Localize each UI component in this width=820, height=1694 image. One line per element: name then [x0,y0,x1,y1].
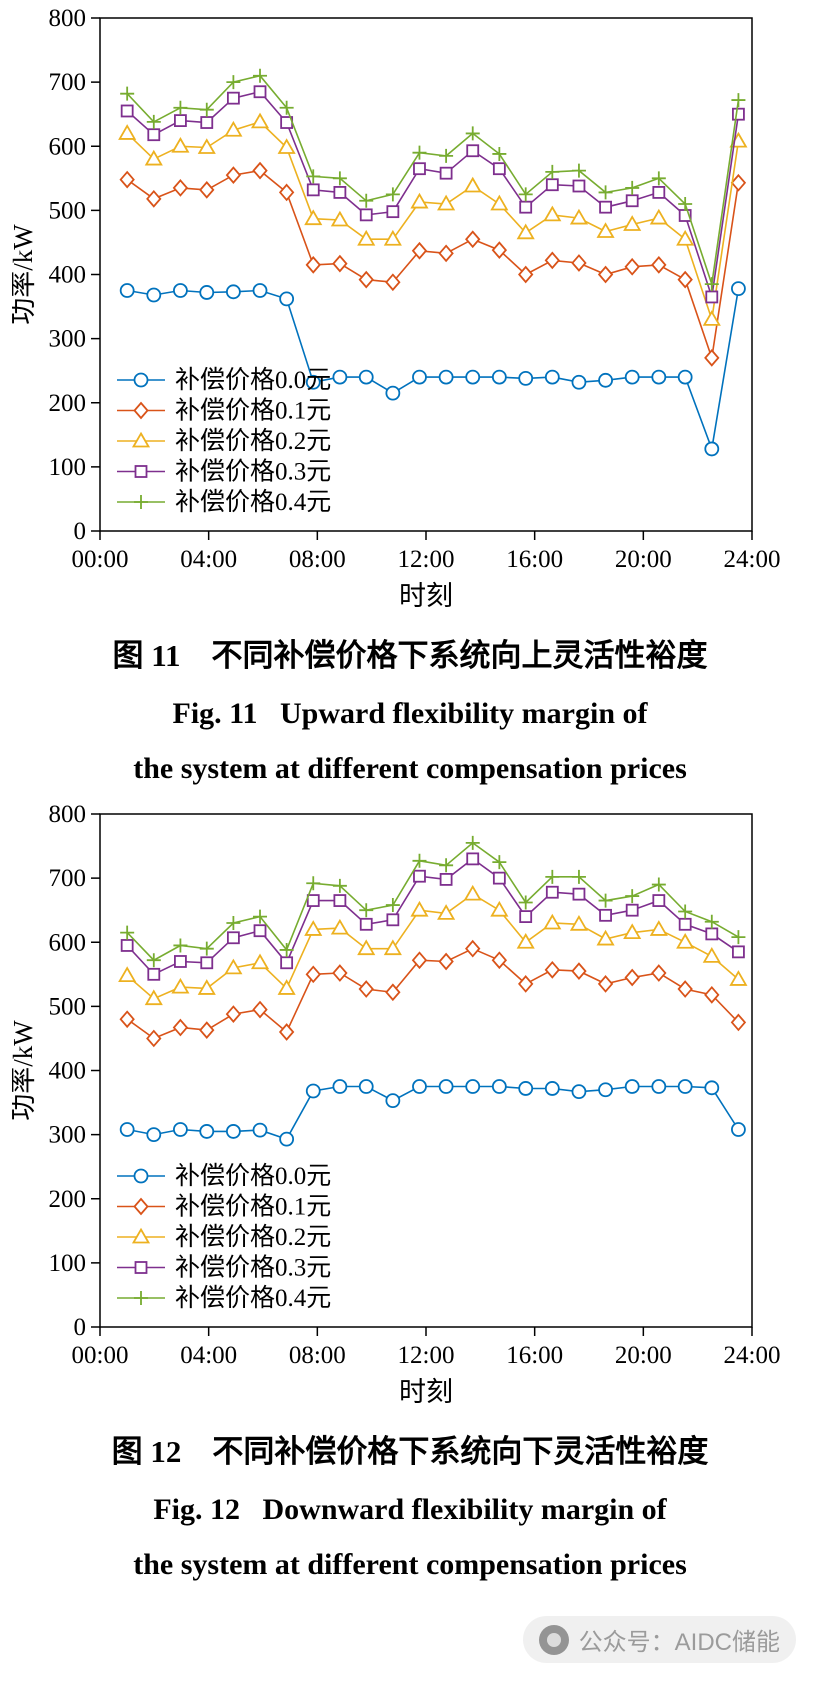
svg-text:00:00: 00:00 [72,1342,129,1369]
svg-text:补偿价格0.2元: 补偿价格0.2元 [175,1223,331,1251]
svg-text:补偿价格0.0元: 补偿价格0.0元 [175,366,331,394]
svg-text:600: 600 [49,929,87,956]
svg-text:12:00: 12:00 [398,1342,455,1369]
svg-text:0: 0 [74,1314,87,1341]
svg-text:500: 500 [49,993,87,1020]
svg-text:00:00: 00:00 [72,546,129,573]
svg-text:功率/kW: 功率/kW [12,1020,38,1121]
figure-12-caption-zh: 图 12 不同补偿价格下系统向下灵活性裕度 [111,1434,709,1469]
figure-11-caption-en-line2: the system at different compensation pri… [133,752,687,785]
svg-text:500: 500 [49,197,87,224]
svg-text:补偿价格0.1元: 补偿价格0.1元 [175,1193,331,1221]
svg-text:04:00: 04:00 [180,1342,237,1369]
watermark-text: 公众号：AIDC储能 [578,1629,780,1656]
svg-text:400: 400 [49,1058,87,1085]
svg-text:08:00: 08:00 [289,546,346,573]
svg-text:300: 300 [49,326,87,353]
svg-text:时刻: 时刻 [399,1377,453,1407]
svg-text:补偿价格0.1元: 补偿价格0.1元 [175,397,331,425]
svg-text:200: 200 [49,390,87,417]
figure-11-caption-en-line1: Fig. 11 Upward flexibility margin of [172,697,648,730]
svg-text:400: 400 [49,262,87,289]
svg-text:补偿价格0.3元: 补偿价格0.3元 [175,1254,331,1282]
svg-text:16:00: 16:00 [506,1342,563,1369]
svg-text:700: 700 [49,69,87,96]
svg-text:时刻: 时刻 [399,581,453,611]
svg-text:功率/kW: 功率/kW [12,224,38,325]
figure-11: 0 100 200 300 400 500 600 700 800 00:00 04:00 08:00… [0,4,820,796]
watermark: 公众号：AIDC储能 [522,1616,796,1663]
svg-text:补偿价格0.4元: 补偿价格0.4元 [175,1284,331,1312]
svg-text:0: 0 [74,518,87,545]
svg-text:800: 800 [49,801,87,828]
svg-text:补偿价格0.0元: 补偿价格0.0元 [175,1162,331,1190]
svg-text:20:00: 20:00 [615,1342,672,1369]
svg-text:600: 600 [49,133,87,160]
svg-text:24:00: 24:00 [724,546,781,573]
watermark-logo-icon [538,1624,569,1655]
figure-11-caption-zh: 图 11 不同补偿价格下系统向上灵活性裕度 [112,638,708,673]
upward-flexibility-chart: 0 100 200 300 400 500 600 700 800 00:00 04:00 08:00… [12,5,781,611]
svg-text:补偿价格0.2元: 补偿价格0.2元 [175,427,331,455]
svg-text:800: 800 [49,5,87,32]
svg-text:08:00: 08:00 [289,1342,346,1369]
figure-11-caption: 图 11 不同补偿价格下系统向上灵活性裕度 Fig. 11 Upward fle… [0,626,820,796]
svg-text:04:00: 04:00 [180,546,237,573]
svg-text:补偿价格0.4元: 补偿价格0.4元 [175,488,331,516]
figure-12-caption-en-line1: Fig. 12 Downward flexibility margin of [153,1493,667,1526]
svg-text:24:00: 24:00 [724,1342,781,1369]
svg-text:300: 300 [49,1122,87,1149]
svg-text:20:00: 20:00 [615,546,672,573]
svg-text:补偿价格0.3元: 补偿价格0.3元 [175,458,331,486]
figure-12: 0 100 200 300 400 500 600 700 800 00:00 04:00 08:00… [0,800,820,1592]
downward-flexibility-chart: 0 100 200 300 400 500 600 700 800 00:00 04:00 08:00… [12,801,781,1407]
figure-12-caption: 图 12 不同补偿价格下系统向下灵活性裕度 Fig. 12 Downward f… [0,1422,820,1592]
figure-12-caption-en-line2: the system at different compensation pri… [133,1548,687,1581]
svg-text:100: 100 [49,454,87,481]
svg-text:12:00: 12:00 [398,546,455,573]
svg-text:700: 700 [49,865,87,892]
svg-text:200: 200 [49,1186,87,1213]
svg-text:100: 100 [49,1250,87,1277]
svg-text:16:00: 16:00 [506,546,563,573]
